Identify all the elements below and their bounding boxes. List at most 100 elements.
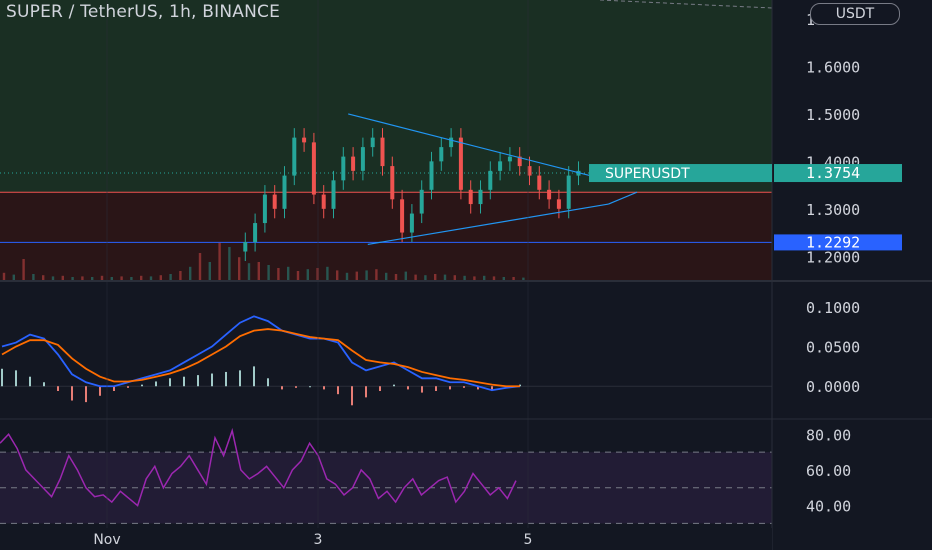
triangle-apex-line <box>608 191 638 205</box>
candle-body <box>547 189 552 200</box>
rsi-pane[interactable] <box>0 427 772 524</box>
volume-bar <box>91 277 94 280</box>
macd-histogram-bar <box>337 386 339 395</box>
macd-histogram-bar <box>435 386 437 391</box>
macd-histogram-bar <box>477 386 479 390</box>
volume-bar <box>110 277 113 280</box>
symbol-title: SUPER / TetherUS, 1h, BINANCE <box>6 2 281 22</box>
macd-histogram-bar <box>365 386 367 398</box>
volume-bar <box>443 274 447 280</box>
macd-histogram-bar <box>85 386 87 403</box>
candle-body <box>439 147 444 162</box>
candle-body <box>351 156 356 171</box>
candle-body <box>302 137 307 143</box>
candle-body <box>321 194 326 209</box>
macd-histogram-bar <box>99 386 101 396</box>
triangle-upper-line <box>348 113 609 181</box>
volume-bar <box>208 262 211 280</box>
candle-body <box>556 199 561 209</box>
symbol-tag-label: SUPERUSDT <box>605 166 690 182</box>
candle-body <box>272 194 277 209</box>
macd-histogram-bar <box>323 386 325 390</box>
volume-bar <box>473 276 476 280</box>
volume-bar <box>326 266 329 280</box>
rsi-line <box>0 427 517 507</box>
candle-body <box>449 137 454 148</box>
macd-histogram-bar <box>127 386 129 388</box>
candle-body <box>380 137 385 167</box>
candle-body <box>400 199 405 233</box>
macd-histogram-bar <box>169 378 171 387</box>
volume-bar <box>287 266 290 280</box>
volume-bar <box>247 263 251 280</box>
volume-bar <box>336 270 339 280</box>
macd-histogram-bar <box>309 386 311 388</box>
volume-bar <box>355 271 358 280</box>
volume-bar <box>414 274 417 280</box>
volume-bar <box>81 276 84 280</box>
candle-body <box>566 175 571 209</box>
time-tick-label: 5 <box>524 532 533 548</box>
extended-trendline <box>599 0 773 9</box>
candle-body <box>341 156 346 181</box>
currency-button[interactable]: USDT <box>810 3 900 25</box>
volume-bar <box>238 257 241 280</box>
candle-body <box>331 180 336 209</box>
volume-bar <box>218 242 221 280</box>
volume-bar <box>345 272 349 280</box>
macd-histogram-bar <box>253 366 255 387</box>
candle-body <box>478 189 483 205</box>
macd-tick-label: 0.0000 <box>806 378 860 396</box>
macd-histogram-bar <box>57 386 59 391</box>
macd-histogram-bar <box>393 384 395 387</box>
macd-tick-label: 0.1000 <box>806 299 860 317</box>
macd-histogram-bar <box>141 384 143 387</box>
volume-bar <box>434 274 437 280</box>
candle-body <box>537 175 542 190</box>
candle-body <box>517 156 522 167</box>
macd-histogram-bar <box>197 375 199 387</box>
volume-bar <box>130 277 133 280</box>
candle-body <box>292 137 297 176</box>
volume-bar <box>257 262 260 280</box>
volume-bar <box>502 277 505 280</box>
volume-bar <box>12 274 15 280</box>
candle-body <box>527 166 532 176</box>
candle-body <box>243 242 248 252</box>
volume-bar <box>61 275 64 280</box>
macd-histogram-bar <box>267 378 269 387</box>
volume-bar <box>394 274 398 280</box>
candle-body <box>370 137 375 148</box>
macd-histogram-bar <box>449 386 451 390</box>
volume-bar <box>522 277 525 280</box>
time-tick-label: Nov <box>93 532 120 548</box>
macd-histogram-bar <box>239 370 241 387</box>
macd-line <box>1 315 521 392</box>
macd-histogram-bar <box>225 371 227 387</box>
volume-bar <box>189 266 192 280</box>
volume-bar <box>424 275 427 280</box>
volume-bar <box>483 275 486 280</box>
candle-body <box>498 161 503 171</box>
lower-zone <box>0 192 772 280</box>
candle-body <box>507 156 512 162</box>
candle-body <box>419 189 424 214</box>
macd-histogram-bar <box>351 386 353 406</box>
macd-pane[interactable] <box>0 315 772 406</box>
price-pane[interactable] <box>0 0 773 280</box>
macd-histogram-bar <box>407 386 409 390</box>
macd-histogram-bar <box>113 386 115 391</box>
macd-histogram-bar <box>1 368 3 387</box>
volume-bar <box>32 274 35 280</box>
macd-histogram-bar <box>491 386 493 391</box>
candle-body <box>360 147 365 171</box>
macd-histogram-bar <box>183 376 185 387</box>
volume-bar <box>100 275 104 280</box>
rsi-tick-label: 40.00 <box>806 498 851 516</box>
macd-tick-label: 0.0500 <box>806 339 860 357</box>
candle-body <box>409 213 414 233</box>
candle-body <box>390 166 395 200</box>
